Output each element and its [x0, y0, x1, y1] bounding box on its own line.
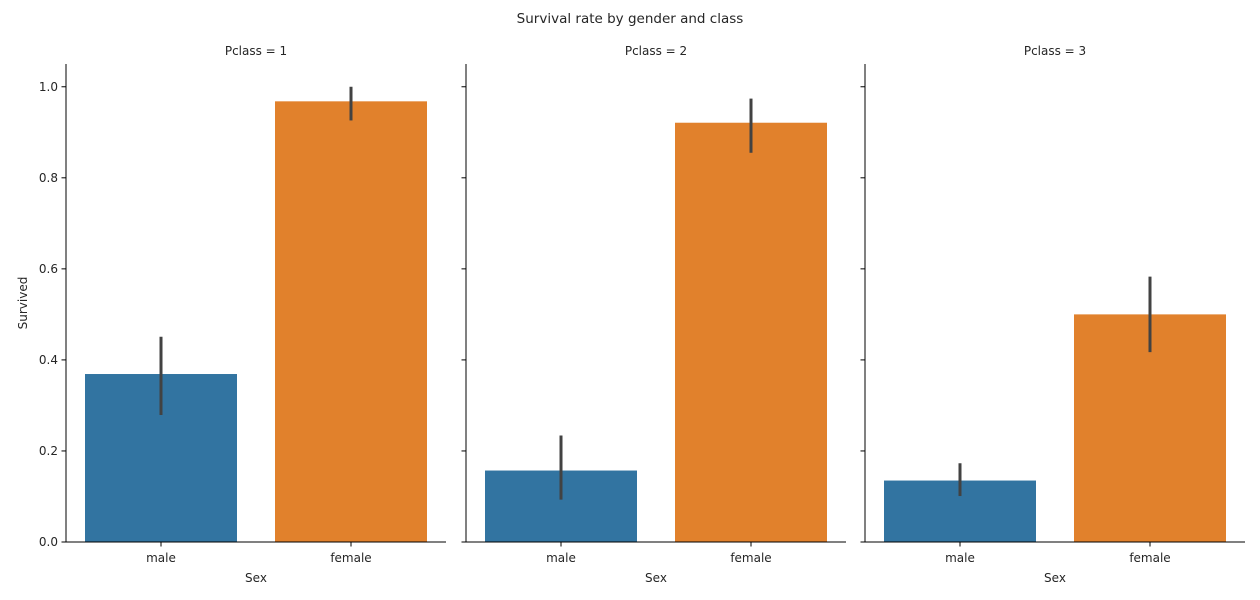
- facet-title: Pclass = 3: [1024, 44, 1086, 58]
- chart-title: Survival rate by gender and class: [517, 11, 744, 27]
- bar-female: [1074, 314, 1226, 542]
- facet-title: Pclass = 1: [225, 44, 287, 58]
- facet-3: Pclass = 3 male female Sex: [860, 44, 1245, 585]
- x-tick-label: male: [146, 551, 176, 565]
- x-tick-label: female: [1129, 551, 1170, 565]
- facets-layer: Pclass = 1 male female 0.0 0.2 0.4 0.6 0.8 1.0 Se…: [16, 44, 1245, 585]
- x-axis-label: Sex: [1044, 571, 1066, 585]
- y-tick-label: 1.0: [39, 80, 58, 94]
- bar-female: [675, 122, 827, 543]
- x-axis-label: Sex: [645, 571, 667, 585]
- y-axis-label: Survived: [16, 277, 30, 330]
- x-tick-label: male: [945, 551, 975, 565]
- y-tick-label: 0.6: [39, 262, 58, 276]
- facet-2: Pclass = 2 male female Sex: [461, 44, 846, 585]
- x-tick-label: female: [730, 551, 771, 565]
- x-axis-label: Sex: [245, 571, 267, 585]
- x-tick-label: male: [546, 551, 576, 565]
- x-tick-label: female: [330, 551, 371, 565]
- facet-title: Pclass = 2: [625, 44, 687, 58]
- y-tick-label: 0.2: [39, 444, 58, 458]
- facet-1: Pclass = 1 male female 0.0 0.2 0.4 0.6 0.8 1.0 Se…: [39, 44, 446, 585]
- bar-female: [275, 101, 427, 542]
- y-tick-label: 0.0: [39, 535, 58, 549]
- y-tick-label: 0.8: [39, 171, 58, 185]
- y-tick-label: 0.4: [39, 353, 58, 367]
